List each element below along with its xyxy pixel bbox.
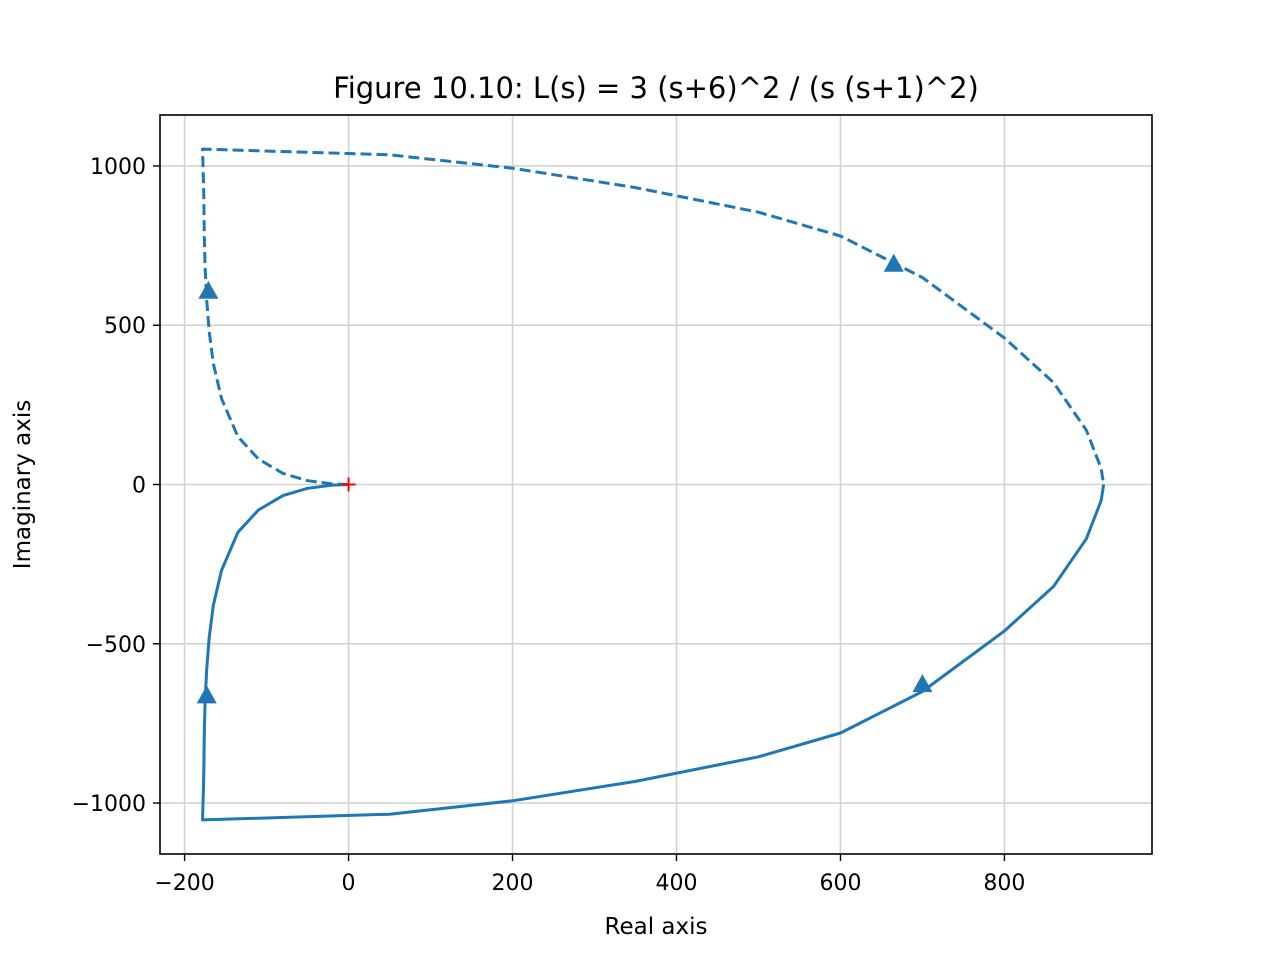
chart-title: Figure 10.10: L(s) = 3 (s+6)^2 / (s (s+1… bbox=[333, 71, 979, 105]
y-tick-label: 500 bbox=[104, 314, 146, 339]
x-axis-title: Real axis bbox=[605, 914, 708, 940]
y-tick-label: 1000 bbox=[90, 155, 146, 180]
x-tick-label: 400 bbox=[655, 871, 697, 896]
plot-area bbox=[196, 147, 1106, 822]
direction-arrow bbox=[883, 253, 904, 272]
y-axis-title: Imaginary axis bbox=[10, 400, 36, 569]
y-tick-label: −1000 bbox=[72, 792, 146, 817]
x-tick-label: 200 bbox=[492, 871, 534, 896]
y-tick-label: −500 bbox=[86, 633, 146, 658]
x-tick-label: 600 bbox=[819, 871, 861, 896]
ticks: −200 0 200 400 600 800 −1000 −500 0 500 1000 bbox=[72, 155, 1026, 896]
x-tick-label: −200 bbox=[154, 871, 214, 896]
y-tick-label: 0 bbox=[132, 474, 146, 499]
direction-arrow bbox=[196, 685, 217, 704]
x-tick-label: 800 bbox=[983, 871, 1025, 896]
direction-arrow bbox=[912, 674, 933, 693]
nyquist-curve-solid bbox=[201, 483, 1106, 822]
direction-arrow bbox=[198, 280, 219, 299]
nyquist-curve-dashed bbox=[201, 147, 1106, 486]
critical-point-marker bbox=[341, 477, 356, 492]
x-tick-label: 0 bbox=[342, 871, 356, 896]
